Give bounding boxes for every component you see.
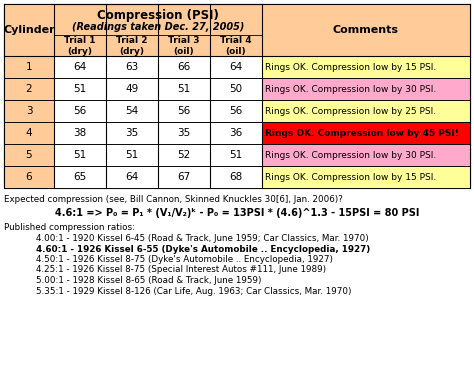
Bar xyxy=(4,122,54,144)
Text: 4: 4 xyxy=(26,128,32,138)
Text: 5: 5 xyxy=(26,150,32,160)
Text: Rings OK. Compression low by 15 PSI.: Rings OK. Compression low by 15 PSI. xyxy=(265,172,436,182)
Text: 4.6:1 => P₀ = P₁ * (V₁/V₂)ᵏ - P₀ = 13PSI * (4.6)^1.3 - 15PSI = 80 PSI: 4.6:1 => P₀ = P₁ * (V₁/V₂)ᵏ - P₀ = 13PSI… xyxy=(55,208,419,218)
Bar xyxy=(4,166,54,188)
Bar xyxy=(4,56,54,78)
Bar xyxy=(4,4,470,188)
Bar xyxy=(158,56,210,78)
Text: 67: 67 xyxy=(177,172,191,182)
Bar xyxy=(106,56,158,78)
Bar xyxy=(54,144,106,166)
Text: 56: 56 xyxy=(73,106,87,116)
Bar xyxy=(210,122,262,144)
Text: 5.35:1 - 1929 Kissel 8-126 (Car Life, Aug. 1963; Car Classics, Mar. 1970): 5.35:1 - 1929 Kissel 8-126 (Car Life, Au… xyxy=(36,286,352,296)
Text: (Readings taken Dec. 27, 2005): (Readings taken Dec. 27, 2005) xyxy=(72,22,244,32)
Bar xyxy=(158,144,210,166)
Bar xyxy=(262,78,470,100)
Text: Trial 2
(dry): Trial 2 (dry) xyxy=(116,36,148,56)
Text: 66: 66 xyxy=(177,62,191,72)
Bar xyxy=(158,100,210,122)
Bar xyxy=(262,166,470,188)
Text: 54: 54 xyxy=(126,106,138,116)
Bar xyxy=(4,100,54,122)
Bar xyxy=(106,166,158,188)
Bar xyxy=(262,56,470,78)
Bar xyxy=(106,100,158,122)
Text: 49: 49 xyxy=(126,84,138,94)
Text: 4.50:1 - 1926 Kissel 8-75 (Dyke's Automobile .. Encyclopedia, 1927): 4.50:1 - 1926 Kissel 8-75 (Dyke's Automo… xyxy=(36,255,333,264)
Text: Rings OK. Compression low by 25 PSI.: Rings OK. Compression low by 25 PSI. xyxy=(265,107,436,115)
Bar xyxy=(106,144,158,166)
Text: 50: 50 xyxy=(229,84,243,94)
Bar xyxy=(158,122,210,144)
Text: 51: 51 xyxy=(126,150,138,160)
Text: 56: 56 xyxy=(229,106,243,116)
Text: Comments: Comments xyxy=(333,25,399,35)
Bar xyxy=(210,100,262,122)
Text: 6: 6 xyxy=(26,172,32,182)
Text: Rings OK. Compression low by 15 PSI.: Rings OK. Compression low by 15 PSI. xyxy=(265,62,436,72)
Bar xyxy=(262,122,470,144)
Bar xyxy=(54,166,106,188)
Bar xyxy=(106,78,158,100)
Text: 36: 36 xyxy=(229,128,243,138)
Text: Trial 1
(dry): Trial 1 (dry) xyxy=(64,36,96,56)
Text: 64: 64 xyxy=(229,62,243,72)
Text: 35: 35 xyxy=(126,128,138,138)
Text: Rings OK. Compression low by 45 PSI!: Rings OK. Compression low by 45 PSI! xyxy=(265,128,459,138)
Bar xyxy=(210,56,262,78)
Bar xyxy=(158,166,210,188)
Text: 65: 65 xyxy=(73,172,87,182)
Text: 4.25:1 - 1926 Kissel 8-75 (Special Interest Autos #111, June 1989): 4.25:1 - 1926 Kissel 8-75 (Special Inter… xyxy=(36,266,326,275)
Text: 64: 64 xyxy=(126,172,138,182)
Bar xyxy=(262,4,470,56)
Bar xyxy=(54,122,106,144)
Text: Rings OK. Compression low by 30 PSI.: Rings OK. Compression low by 30 PSI. xyxy=(265,151,436,159)
Bar xyxy=(262,144,470,166)
Text: Rings OK. Compression low by 30 PSI.: Rings OK. Compression low by 30 PSI. xyxy=(265,85,436,93)
Text: 56: 56 xyxy=(177,106,191,116)
Text: 4.60:1 - 1926 Kissel 6-55 (Dyke's Automobile .. Encyclopedia, 1927): 4.60:1 - 1926 Kissel 6-55 (Dyke's Automo… xyxy=(36,245,370,254)
Text: Compression (PSI): Compression (PSI) xyxy=(97,10,219,23)
Bar xyxy=(210,144,262,166)
Bar xyxy=(54,56,106,78)
Text: 51: 51 xyxy=(177,84,191,94)
Text: Cylinder: Cylinder xyxy=(3,25,55,35)
Bar xyxy=(158,78,210,100)
Text: 68: 68 xyxy=(229,172,243,182)
Text: 51: 51 xyxy=(229,150,243,160)
Bar xyxy=(54,100,106,122)
Text: 2: 2 xyxy=(26,84,32,94)
Text: 64: 64 xyxy=(73,62,87,72)
Text: Published compression ratios:: Published compression ratios: xyxy=(4,223,135,232)
Bar xyxy=(210,166,262,188)
Text: 51: 51 xyxy=(73,150,87,160)
Bar xyxy=(106,122,158,144)
Text: 5.00:1 - 1928 Kissel 8-65 (Road & Track, June 1959): 5.00:1 - 1928 Kissel 8-65 (Road & Track,… xyxy=(36,276,262,285)
Text: 63: 63 xyxy=(126,62,138,72)
Text: Trial 3
(oil): Trial 3 (oil) xyxy=(168,36,200,56)
Text: Expected compression (see, Bill Cannon, Skinned Knuckles 30[6], Jan. 2006)?: Expected compression (see, Bill Cannon, … xyxy=(4,195,343,204)
Bar xyxy=(4,144,54,166)
Bar xyxy=(54,78,106,100)
Text: 38: 38 xyxy=(73,128,87,138)
Text: 35: 35 xyxy=(177,128,191,138)
Bar xyxy=(262,100,470,122)
Text: 51: 51 xyxy=(73,84,87,94)
Bar xyxy=(4,78,54,100)
Text: 3: 3 xyxy=(26,106,32,116)
Bar xyxy=(4,4,54,56)
Text: 52: 52 xyxy=(177,150,191,160)
Bar xyxy=(210,78,262,100)
Text: 1: 1 xyxy=(26,62,32,72)
Text: 4.00:1 - 1920 Kissel 6-45 (Road & Track, June 1959; Car Classics, Mar. 1970): 4.00:1 - 1920 Kissel 6-45 (Road & Track,… xyxy=(36,234,369,243)
Text: Trial 4
(oil): Trial 4 (oil) xyxy=(220,36,252,56)
